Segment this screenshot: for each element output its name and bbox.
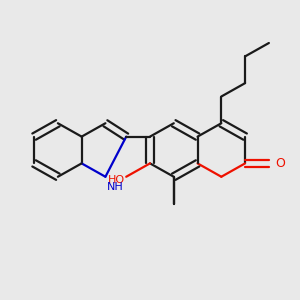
Text: HO: HO xyxy=(108,175,125,185)
Text: NH: NH xyxy=(107,182,124,192)
Text: O: O xyxy=(275,157,285,170)
